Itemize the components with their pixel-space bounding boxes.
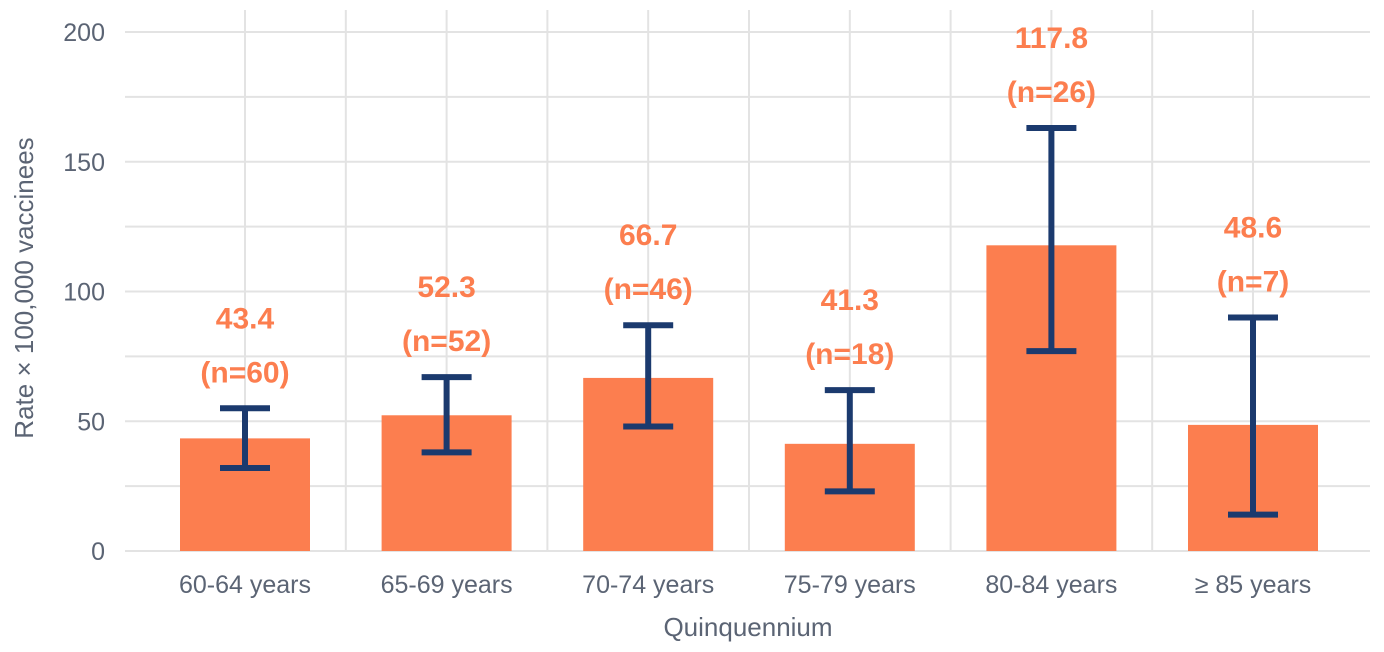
x-tick-label: 80-84 years (985, 571, 1117, 599)
error-bar (421, 374, 472, 456)
bar-count-label: (n=26) (1007, 76, 1096, 109)
bar-value-label: 48.6 (1224, 211, 1282, 244)
bar-value-label: 41.3 (821, 284, 879, 317)
x-axis-ticks: 60-64 years 65-69 years 70-74 years 75-79 y… (179, 571, 1311, 599)
x-tick-label: 70-74 years (582, 571, 714, 599)
bar-count-label: (n=7) (1217, 265, 1290, 298)
y-tick-label: 200 (63, 19, 105, 47)
x-tick-label: ≥ 85 years (1195, 571, 1312, 599)
bar-value-label: 52.3 (417, 271, 475, 304)
x-tick-label: 60-64 years (179, 571, 311, 599)
y-tick-label: 100 (63, 279, 105, 307)
grid-lines (125, 10, 1370, 552)
bar-count-label: (n=18) (805, 338, 894, 371)
x-axis-title: Quinquennium (663, 612, 832, 642)
y-tick-label: 150 (63, 149, 105, 177)
y-tick-label: 0 (91, 538, 105, 566)
y-tick-label: 50 (77, 408, 105, 436)
error-bars (220, 125, 1278, 518)
bar-value-label: 43.4 (216, 302, 275, 335)
error-bar (824, 387, 875, 495)
data-labels: 43.4 (n=60) 52.3 (n=52) 66.7 (n=46) 41.3 (n=18)… (200, 22, 1289, 389)
bar-count-label: (n=46) (604, 273, 693, 306)
bar-count-label: (n=60) (200, 356, 289, 389)
error-bar (623, 322, 674, 430)
y-axis-title: Rate × 100,000 vaccinees (9, 137, 39, 438)
error-bar (220, 405, 270, 471)
error-bar (1026, 125, 1077, 355)
y-axis-ticks: 0 50 100 150 200 (63, 19, 105, 566)
bar-count-label: (n=52) (402, 325, 491, 358)
x-tick-label: 65-69 years (381, 571, 513, 599)
bar-value-label: 66.7 (619, 219, 677, 252)
x-tick-label: 75-79 years (784, 571, 916, 599)
bar-value-label: 117.8 (1015, 22, 1088, 55)
error-bar (1228, 314, 1278, 518)
